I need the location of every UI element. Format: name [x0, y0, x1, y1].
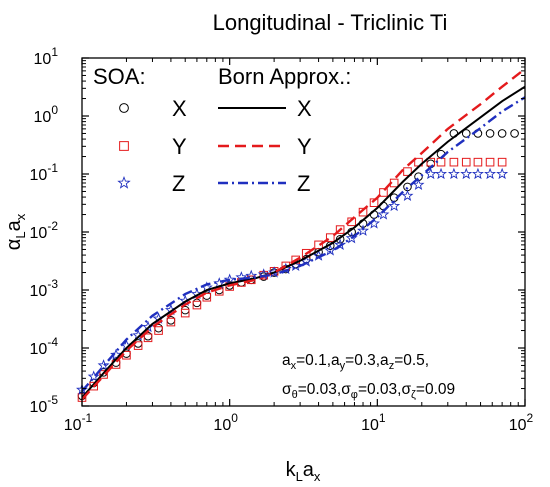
soa_y-point — [335, 225, 345, 234]
soa_y-point — [154, 326, 163, 335]
soa_y-point — [379, 188, 388, 197]
soa_x-point — [485, 129, 495, 138]
y-tick-label: 100 — [34, 103, 59, 126]
soa_z-point — [223, 273, 236, 285]
x-axis-label: kLax — [286, 459, 321, 484]
soa_y-point — [436, 157, 446, 167]
soa_y-point — [133, 341, 143, 350]
soa_z-point — [401, 189, 414, 201]
soa_x-point — [461, 129, 471, 138]
soa_y-point — [89, 381, 98, 391]
soa_z-point — [424, 167, 437, 180]
annotation-line-2: σθ=0.03,σφ=0.03,σζ=0.09 — [282, 381, 455, 401]
legend-line-label: Y — [297, 134, 312, 159]
axis-labels: kLax αLax — [3, 213, 321, 484]
soa_y-point — [369, 198, 379, 208]
soa_y-point — [403, 167, 412, 176]
annotation-line-1: ax=0.1,ay=0.3,az=0.5, — [282, 352, 429, 372]
legend-marker-soa_x — [119, 103, 129, 113]
soa_y-point — [449, 157, 459, 167]
born_y-line — [81, 67, 526, 401]
soa_z-point — [447, 167, 460, 180]
plot-area — [76, 67, 526, 402]
soa_z-point — [142, 320, 155, 333]
x-tick-label: 102 — [509, 411, 534, 434]
soa_y-point — [314, 240, 323, 250]
soa_x-point — [510, 129, 519, 138]
legend-marker-soa_z — [117, 175, 131, 189]
legend-marker-label: X — [172, 96, 187, 121]
y-tick-label: 10-5 — [30, 393, 59, 416]
legend-line-label: Z — [297, 171, 310, 196]
x-tick-label: 10-1 — [64, 411, 93, 434]
soa_z-point — [245, 269, 258, 281]
soa_z-point — [435, 167, 448, 180]
soa_y-point — [461, 157, 471, 167]
y-axis-label: αLax — [3, 213, 28, 250]
legend-marker-label: Y — [172, 134, 187, 159]
soa_z-point — [412, 178, 425, 190]
y-tick-label: 101 — [34, 45, 59, 68]
soa_x-point — [192, 298, 202, 308]
soa_y-point — [473, 157, 483, 167]
legend-marker-soa_y — [119, 141, 129, 151]
born_z-line — [81, 96, 526, 392]
legend: SOA: Born Approx.:X XY YZ Z — [93, 64, 351, 196]
y-tick-label: 10-3 — [30, 277, 59, 300]
soa_y-point — [99, 370, 108, 379]
x-tick-label: 101 — [361, 411, 386, 434]
soa_z-point — [460, 167, 473, 180]
soa_z-point — [388, 199, 401, 212]
soa_y-point — [485, 157, 495, 167]
soa_y-point — [166, 317, 176, 327]
y-tick-label: 10-1 — [30, 161, 59, 184]
legend-line-label: X — [297, 96, 312, 121]
y-tick-label: 10-4 — [30, 335, 59, 358]
legend-soa-header: SOA: — [93, 64, 146, 89]
soa_y-point — [325, 233, 335, 242]
legend-marker-label: Z — [172, 171, 185, 196]
born_x-line — [81, 85, 526, 399]
soa_y-point — [143, 333, 153, 343]
axis-ticks: 10-1 100 101 102 10-5 10-4 10-3 10-2 10-1 100 101 — [30, 45, 534, 434]
soa_z-point — [471, 167, 484, 180]
y-tick-label: 10-2 — [30, 219, 59, 242]
soa_z-point — [97, 359, 110, 371]
soa_z-point — [110, 348, 122, 361]
chart-title: Longitudinal - Triclinic Ti — [213, 10, 448, 35]
x-tick-label: 100 — [213, 411, 238, 434]
soa_z-point — [357, 224, 370, 236]
soa_y-point — [497, 157, 507, 167]
soa_y-point — [180, 308, 190, 318]
soa_z-point — [377, 208, 390, 220]
annotation: ax=0.1,ay=0.3,az=0.5, σθ=0.03,σφ=0.03,σζ=… — [282, 352, 455, 401]
legend-born-header: Born Approx.: — [218, 64, 351, 89]
soa_z-point — [484, 167, 497, 180]
soa_z-point — [496, 167, 509, 180]
soa_y-point — [192, 300, 202, 310]
soa_x-point — [497, 129, 507, 138]
soa_y-point — [202, 292, 212, 302]
